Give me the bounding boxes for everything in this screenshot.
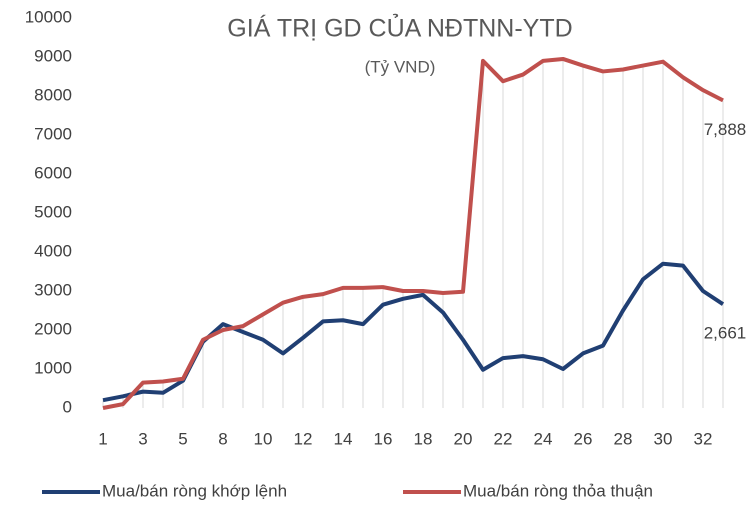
y-tick-label: 9000 bbox=[34, 46, 72, 65]
x-tick-label: 12 bbox=[294, 429, 313, 448]
x-tick-label: 26 bbox=[574, 429, 593, 448]
x-tick-label: 16 bbox=[374, 429, 393, 448]
y-tick-label: 0 bbox=[63, 397, 72, 416]
data-label: 2,661 bbox=[704, 324, 747, 343]
x-tick-label: 3 bbox=[138, 429, 147, 448]
x-tick-label: 1 bbox=[98, 429, 107, 448]
y-tick-label: 2000 bbox=[34, 319, 72, 338]
legend-label: Mua/bán ròng thỏa thuận bbox=[463, 481, 653, 500]
x-tick-label: 32 bbox=[694, 429, 713, 448]
y-tick-label: 6000 bbox=[34, 163, 72, 182]
series-line bbox=[102, 56, 724, 410]
x-tick-label: 8 bbox=[218, 429, 227, 448]
y-tick-label: 10000 bbox=[25, 7, 72, 26]
series-line bbox=[102, 261, 725, 403]
x-tick-label: 10 bbox=[254, 429, 273, 448]
y-tick-label: 5000 bbox=[34, 202, 72, 221]
x-tick-label: 30 bbox=[654, 429, 673, 448]
x-tick-label: 24 bbox=[534, 429, 553, 448]
x-tick-label: 22 bbox=[494, 429, 513, 448]
x-tick-label: 28 bbox=[614, 429, 633, 448]
x-tick-label: 20 bbox=[454, 429, 473, 448]
chart-title: GIÁ TRỊ GD CỦA NĐTNN-YTD bbox=[227, 13, 572, 43]
x-tick-label: 14 bbox=[334, 429, 353, 448]
y-tick-label: 3000 bbox=[34, 280, 72, 299]
chart-subtitle: (Tỷ VND) bbox=[365, 57, 436, 76]
y-tick-label: 1000 bbox=[34, 358, 72, 377]
x-tick-label: 5 bbox=[178, 429, 187, 448]
legend-label: Mua/bán ròng khớp lệnh bbox=[102, 481, 287, 500]
data-label: 7,888 bbox=[704, 120, 747, 139]
x-tick-label: 18 bbox=[414, 429, 433, 448]
y-tick-label: 8000 bbox=[34, 85, 72, 104]
y-tick-label: 4000 bbox=[34, 241, 72, 260]
y-tick-label: 7000 bbox=[34, 124, 72, 143]
